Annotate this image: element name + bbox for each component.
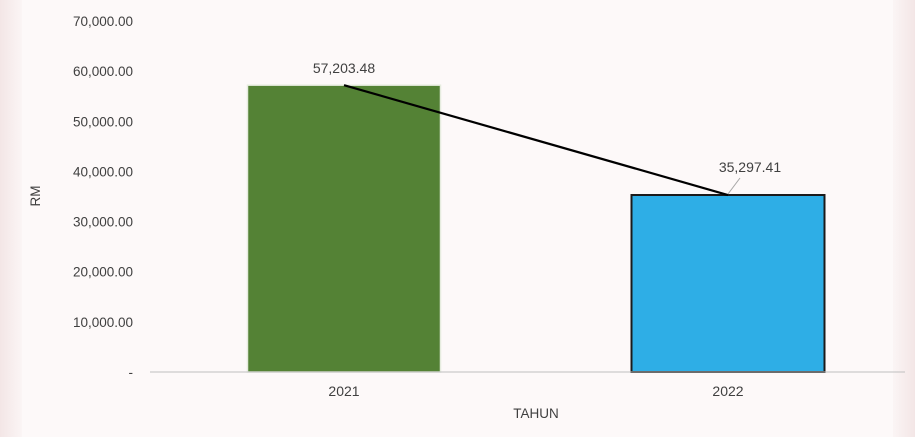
y-axis-label: RM: [28, 186, 43, 207]
trend-line: [343, 84, 729, 197]
y-tick-label: 70,000.00: [73, 14, 133, 29]
x-tick-label: 2021: [328, 383, 359, 399]
bar-2022: [630, 194, 826, 373]
y-tick-label: 10,000.00: [73, 315, 133, 330]
background-left-edge: [0, 0, 22, 437]
data-label-2022: 35,297.41: [719, 159, 781, 175]
bar-2021: [246, 84, 442, 373]
data-label-leader-line: [727, 177, 741, 195]
data-labels-group: 57,203.48 35,297.41: [313, 60, 781, 195]
y-tick-label: 40,000.00: [73, 164, 133, 179]
y-tick-label: 50,000.00: [73, 114, 133, 129]
y-tick-label: -: [129, 365, 134, 380]
bars-group: [246, 84, 826, 373]
y-tick-label: 20,000.00: [73, 265, 133, 280]
y-tick-label: 30,000.00: [73, 215, 133, 230]
x-tick-label: 2022: [712, 383, 743, 399]
y-tick-label: 60,000.00: [73, 64, 133, 79]
background-right-edge: [893, 0, 915, 437]
trend-line-group: [343, 84, 729, 197]
data-label-2021: 57,203.48: [313, 60, 375, 76]
y-axis-ticks: - 10,000.00 20,000.00 30,000.00 40,000.00 50,…: [73, 14, 133, 380]
x-axis-ticks: 2021 2022: [328, 383, 743, 399]
x-axis-label: TAHUN: [513, 406, 559, 421]
